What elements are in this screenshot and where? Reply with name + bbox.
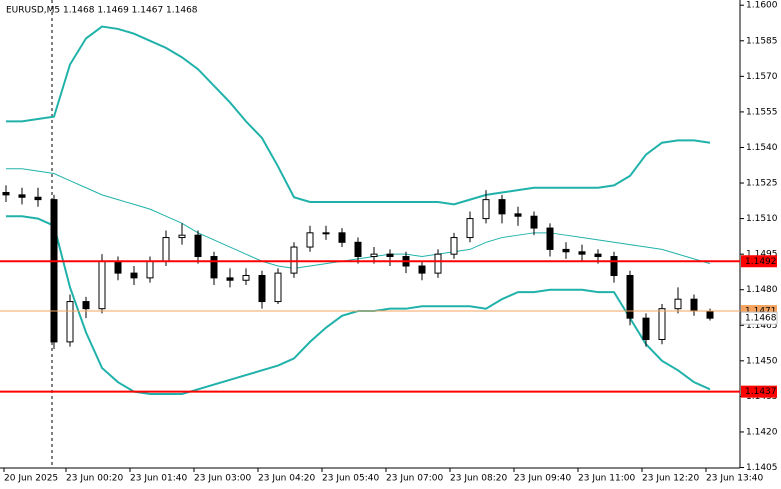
x-tick-label: 23 Jun 07:00 [386,474,443,484]
candle-body [546,227,554,250]
candle-body [338,232,346,243]
y-tick-label: 1.1420 [746,427,778,437]
candle-body [162,237,170,262]
level-label: 1.1471 [745,307,777,317]
candle-body [498,199,506,215]
candle-body [418,265,426,274]
candle-body [34,196,42,201]
candle-body [146,260,154,279]
candle-body [322,232,330,235]
candle-body [290,246,298,274]
x-tick-label: 23 Jun 13:40 [706,474,763,484]
x-tick-label: 23 Jun 03:00 [194,474,251,484]
candle-body [530,215,538,229]
y-tick-label: 1.1480 [746,285,778,295]
candle-body [114,260,122,274]
candle-body [178,234,186,239]
candle-body [578,251,586,255]
y-tick-label: 1.1405 [746,463,778,473]
candle-body [642,317,650,341]
x-tick-label: 23 Jun 05:40 [322,474,379,484]
candle-body [82,301,90,310]
candle-body [674,298,682,310]
y-tick-label: 1.1555 [746,107,778,117]
y-tick-label: 1.1525 [746,179,778,189]
y-tick-label: 1.1510 [746,214,778,224]
candle-body [450,237,458,255]
candle-body [386,253,394,258]
candle-body [706,310,714,319]
level-label: 1.1492 [745,257,777,267]
x-tick-label: 23 Jun 12:20 [642,474,699,484]
candle-body [274,272,282,303]
candle-body [226,277,234,281]
candle-body [658,308,666,341]
x-tick-label: 23 Jun 04:20 [258,474,315,484]
candle-body [66,301,74,343]
candle-body [306,232,314,248]
level-label: 1.1437 [745,387,777,397]
y-tick-label: 1.1600 [746,1,778,11]
candle-body [2,192,10,196]
level-box [741,255,777,268]
bollinger-band [6,25,711,206]
candle-body [50,199,58,343]
x-tick-label: 23 Jun 01:40 [130,474,187,484]
candle-body [594,253,602,258]
candle-body [130,272,138,279]
y-tick-label: 1.1540 [746,143,778,153]
level-box [741,385,777,398]
candle-body [514,213,522,217]
candle-body [466,218,474,239]
y-tick-label: 1.1495 [746,250,778,260]
candle-body [370,253,378,258]
candle-body [610,256,618,276]
candle-body [210,256,218,279]
x-tick-label: 23 Jun 09:40 [514,474,571,484]
candle-body [354,241,362,258]
candle-body [258,274,266,303]
x-tick-label: 23 Jun 00:20 [66,474,123,484]
candle-body [18,194,26,198]
y-tick-label: 1.1450 [746,356,778,366]
y-tick-label: 1.1585 [746,36,778,46]
candle-body [482,199,490,220]
candle-body [242,274,250,281]
chart-title: EURUSD,M5 1.1468 1.1469 1.1467 1.1468 [6,6,198,16]
candle-body [626,274,634,319]
x-tick-label: 23 Jun 11:00 [578,474,635,484]
y-tick-label: 1.1465 [746,321,778,331]
candle-body [562,248,570,253]
candle-body [434,253,442,274]
y-tick-label: 1.1570 [746,72,778,82]
level-box [740,311,778,325]
x-tick-label: 23 Jun 08:20 [450,474,507,484]
candle-body [98,260,106,310]
x-tick-label: 20 Jun 2025 [4,474,58,484]
level-label: 1.1468 [745,314,777,324]
candle-body [690,298,698,312]
candle-body [194,234,202,258]
